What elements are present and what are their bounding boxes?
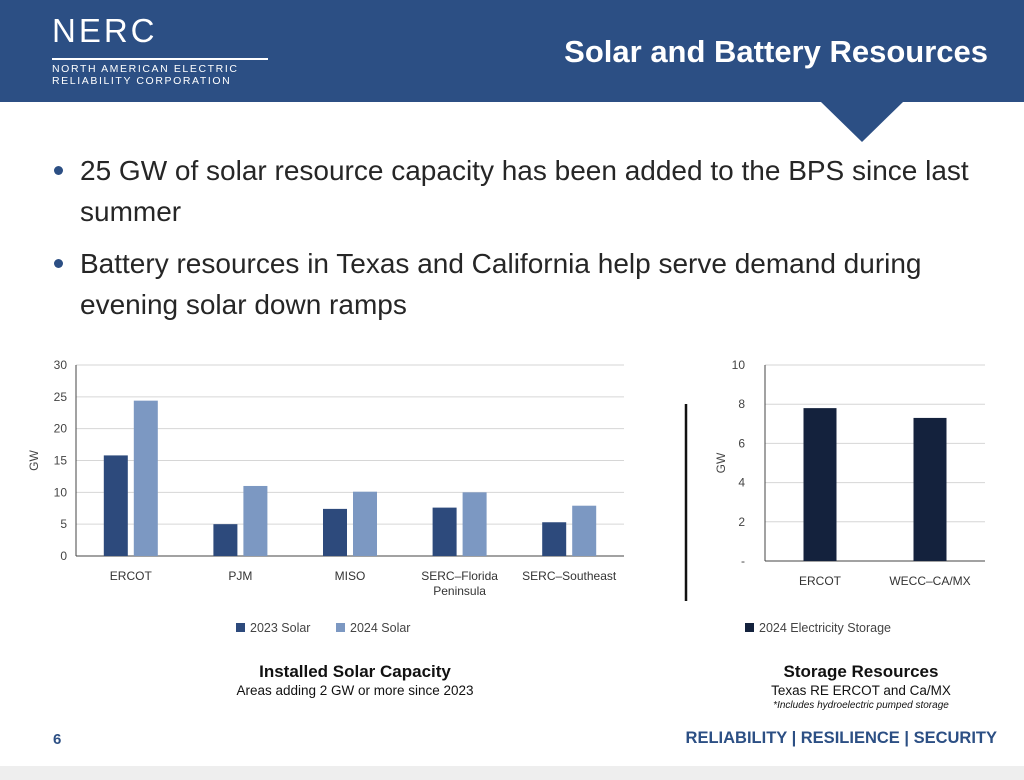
storage-y-tick-label: 2 xyxy=(738,515,745,529)
solar-y-tick-label: 5 xyxy=(60,517,67,531)
logo-subtitle-line-2: RELIABILITY CORPORATION xyxy=(52,75,232,87)
nerc-logo: NERC NORTH AMERICAN ELECTRIC RELIABILITY… xyxy=(52,14,282,88)
solar-bar xyxy=(432,507,457,556)
solar-legend-swatch xyxy=(336,623,345,632)
solar-y-tick-label: 20 xyxy=(54,422,68,436)
storage-category-label-line: ERCOT xyxy=(799,574,842,588)
solar-y-tick-label: 30 xyxy=(54,358,68,372)
solar-y-tick-label: 10 xyxy=(54,485,68,499)
storage-chart-subtitle: Texas RE ERCOT and Ca/MX xyxy=(771,683,951,698)
solar-chart-title: Installed Solar Capacity xyxy=(259,662,451,681)
solar-category-label-line: MISO xyxy=(335,569,366,583)
solar-bar xyxy=(133,400,158,556)
solar-category-label: SERC–Florida Peninsula xyxy=(421,569,498,598)
logo-subtitle-line-1: NORTH AMERICAN ELECTRIC xyxy=(52,63,239,75)
storage-category-label-line: WECC–CA/MX xyxy=(889,574,970,588)
solar-y-tick-label: 0 xyxy=(60,549,67,563)
solar-category-label-line: PJM xyxy=(228,569,252,583)
solar-category-label: MISO xyxy=(335,569,366,583)
storage-legend-label: 2024 Electricity Storage xyxy=(759,621,891,635)
slide-title: Solar and Battery Resources xyxy=(564,34,988,69)
solar-chart-caption: Installed Solar Capacity Areas adding 2 … xyxy=(200,662,510,699)
bottom-strip xyxy=(0,766,1024,780)
logo-wordmark: NERC xyxy=(52,12,158,49)
storage-bar xyxy=(803,408,837,561)
header-bar xyxy=(0,0,1024,102)
storage-chart: - 2 4 6 8 10 GW ERCOT WECC–CA/MX 2024 Electricity… xyxy=(714,358,985,635)
bullet-marker xyxy=(54,259,63,268)
solar-bar xyxy=(353,491,377,556)
solar-category-label-line: SERC–Southeast xyxy=(522,569,617,583)
storage-bar xyxy=(913,417,947,561)
storage-legend-swatch xyxy=(745,623,754,632)
solar-category-label: SERC–Southeast xyxy=(522,569,617,583)
solar-chart-subtitle: Areas adding 2 GW or more since 2023 xyxy=(236,683,474,698)
storage-y-tick-label: - xyxy=(741,554,745,568)
solar-bar xyxy=(243,485,268,556)
solar-bar xyxy=(542,522,567,556)
solar-bar xyxy=(572,505,597,556)
bullet-text: 25 GW of solar resource capacity has bee… xyxy=(80,155,969,227)
storage-y-tick-label: 6 xyxy=(738,436,745,450)
storage-y-axis-title: GW xyxy=(714,452,728,473)
page-number: 6 xyxy=(53,731,62,748)
bullet-text: Battery resources in Texas and Californi… xyxy=(80,248,922,320)
solar-bar xyxy=(462,492,487,556)
solar-category-label: PJM xyxy=(228,569,252,583)
solar-chart: 0 5 10 15 20 25 30 GW ERCOT PJM MISO SERC–Florida Pe… xyxy=(27,358,624,635)
storage-chart-caption: Storage Resources Texas RE ERCOT and Ca/… xyxy=(716,662,1006,712)
solar-legend-label: 2024 Solar xyxy=(350,621,410,635)
solar-legend-label: 2023 Solar xyxy=(250,621,310,635)
solar-y-tick-label: 25 xyxy=(54,390,68,404)
solar-category-label-line: SERC–Florida xyxy=(421,569,498,583)
header-pointer xyxy=(821,102,903,142)
solar-y-axis-title: GW xyxy=(27,450,41,471)
solar-category-label: ERCOT xyxy=(110,569,153,583)
solar-legend-swatch xyxy=(236,623,245,632)
storage-y-tick-label: 10 xyxy=(732,358,746,372)
solar-category-label-line: ERCOT xyxy=(110,569,153,583)
bullet-item: Battery resources in Texas and Californi… xyxy=(50,243,980,325)
storage-chart-note: *Includes hydroelectric pumped storage xyxy=(773,700,949,711)
storage-y-tick-label: 4 xyxy=(738,476,745,490)
bullet-marker xyxy=(54,166,63,175)
bullet-item: 25 GW of solar resource capacity has bee… xyxy=(50,150,980,232)
solar-category-label-line: Peninsula xyxy=(433,584,486,598)
storage-y-tick-label: 8 xyxy=(738,397,745,411)
storage-chart-title: Storage Resources xyxy=(783,662,939,681)
bullet-list: 25 GW of solar resource capacity has bee… xyxy=(50,150,980,336)
solar-bar xyxy=(103,455,128,556)
solar-bar xyxy=(213,524,238,556)
footer-tagline: RELIABILITY | RESILIENCE | SECURITY xyxy=(685,729,997,747)
storage-category-label: ERCOT xyxy=(799,574,842,588)
solar-y-tick-label: 15 xyxy=(54,454,68,468)
solar-bar xyxy=(323,508,347,556)
storage-category-label: WECC–CA/MX xyxy=(889,574,970,588)
logo-rule xyxy=(52,58,268,60)
